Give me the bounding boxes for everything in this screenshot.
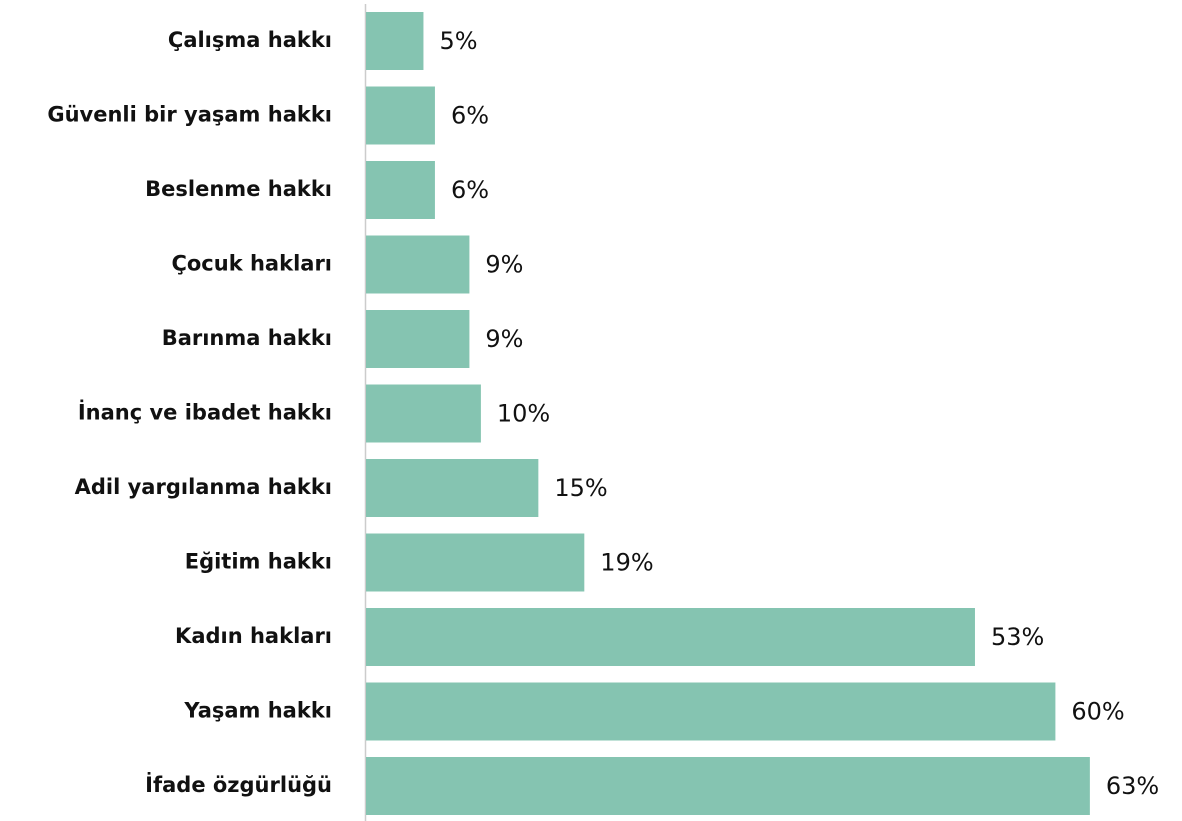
value-label: 60% bbox=[1071, 698, 1124, 726]
category-label: İfade özgürlüğü bbox=[145, 772, 332, 797]
bar bbox=[366, 161, 435, 219]
category-label: Barınma hakkı bbox=[162, 326, 332, 350]
value-label: 53% bbox=[991, 623, 1044, 651]
bar bbox=[366, 12, 424, 70]
category-label: Çocuk hakları bbox=[171, 252, 332, 276]
bar bbox=[366, 608, 975, 666]
category-label: Adil yargılanma hakkı bbox=[75, 475, 332, 499]
category-label: Çalışma hakkı bbox=[168, 28, 332, 52]
category-label: Kadın hakları bbox=[175, 624, 332, 648]
bar bbox=[366, 310, 470, 368]
category-label: Güvenli bir yaşam hakkı bbox=[47, 103, 332, 127]
bar bbox=[366, 459, 539, 517]
category-label: Yaşam hakkı bbox=[183, 699, 332, 723]
value-label: 15% bbox=[554, 474, 607, 502]
bar bbox=[366, 682, 1056, 741]
bar bbox=[366, 235, 470, 294]
value-label: 6% bbox=[451, 102, 489, 130]
bar bbox=[366, 86, 435, 145]
bar bbox=[366, 757, 1090, 815]
bar bbox=[366, 384, 481, 443]
bar bbox=[366, 533, 585, 592]
category-label: İnanç ve ibadet hakkı bbox=[78, 400, 332, 425]
value-label: 19% bbox=[600, 549, 653, 577]
value-label: 6% bbox=[451, 176, 489, 204]
value-label: 10% bbox=[497, 400, 550, 428]
value-label: 5% bbox=[439, 27, 477, 55]
value-label: 63% bbox=[1106, 772, 1159, 800]
category-label: Eğitim hakkı bbox=[185, 550, 332, 574]
category-label: Beslenme hakkı bbox=[145, 177, 332, 201]
value-label: 9% bbox=[485, 251, 523, 279]
value-label: 9% bbox=[485, 325, 523, 353]
